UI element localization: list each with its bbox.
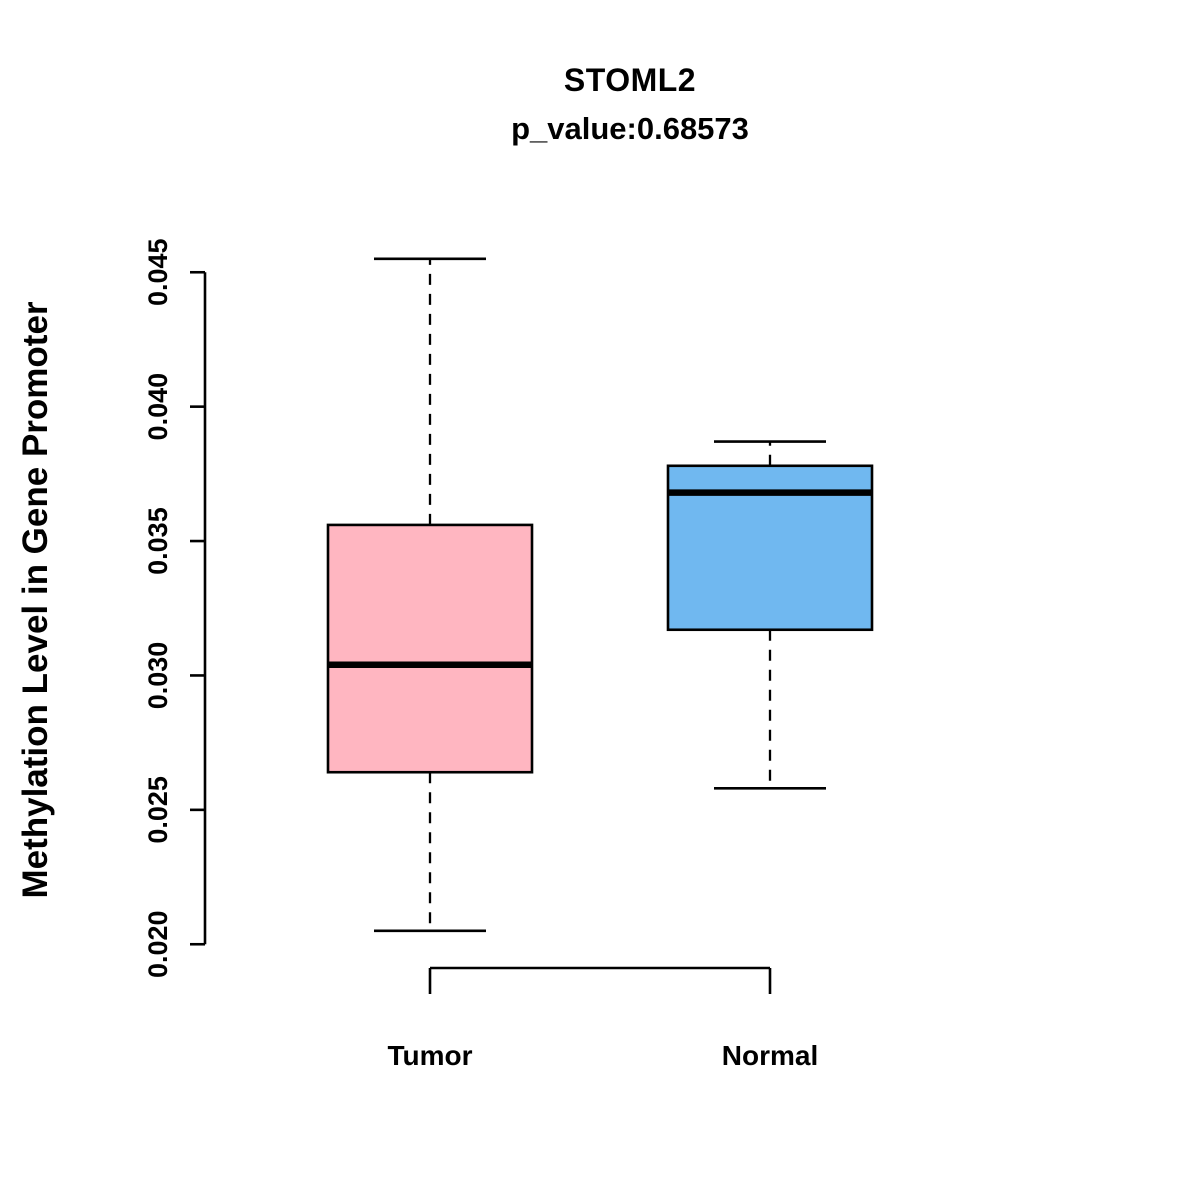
title-block: STOML2 p_value:0.68573 (200, 62, 1060, 147)
y-tick-label-5: 0.045 (143, 238, 173, 306)
tumor-box (326, 523, 534, 774)
chart-title: STOML2 (563, 62, 697, 98)
y-tick-label-1: 0.025 (143, 776, 173, 844)
y-tick-label-4: 0.040 (143, 373, 173, 441)
y-tick-label-3: 0.035 (143, 507, 173, 575)
chart-subtitle: p_value:0.68573 (511, 111, 749, 146)
y-tick-label-2: 0.030 (143, 642, 173, 710)
x-category-label-tumor: Tumor (387, 1040, 473, 1071)
x-category-label-normal: Normal (721, 1040, 819, 1071)
y-tick-label-0: 0.020 (143, 910, 173, 978)
